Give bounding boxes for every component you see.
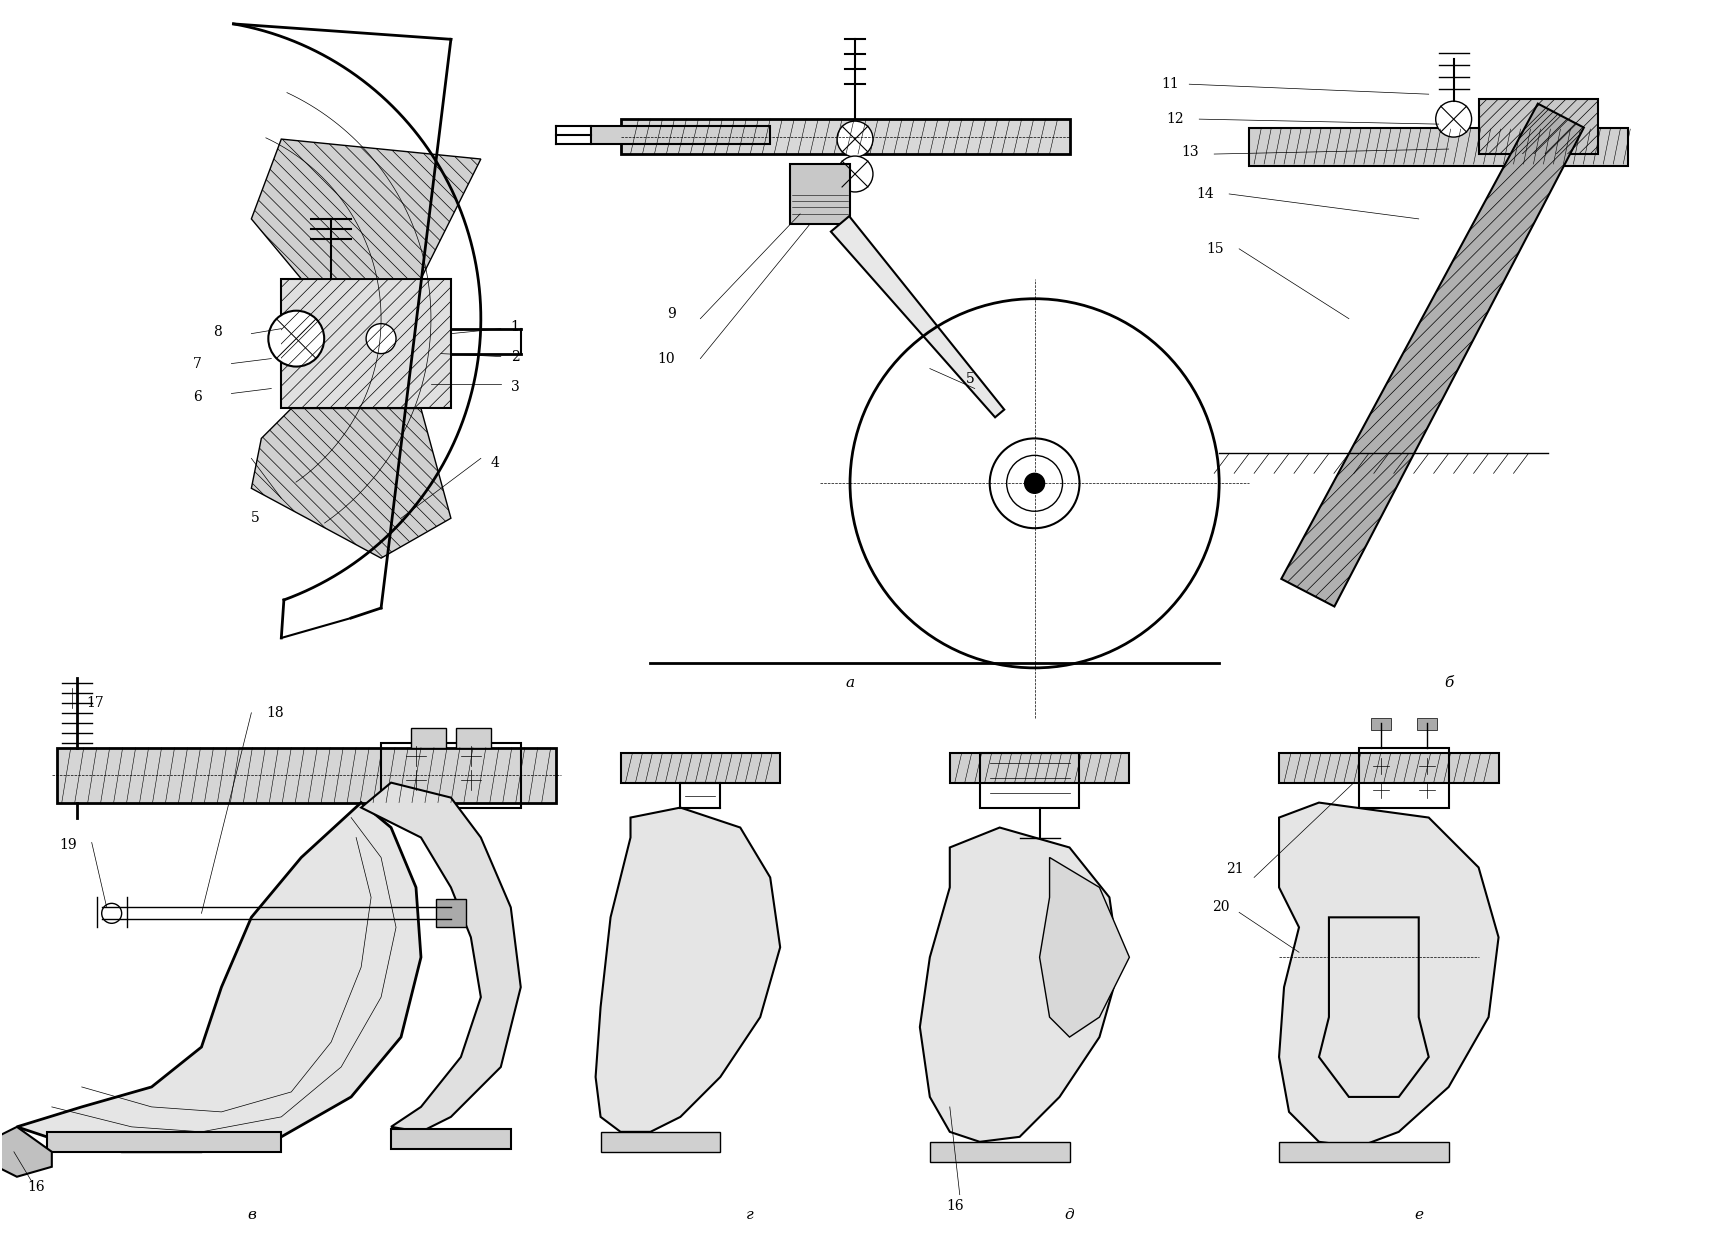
Polygon shape bbox=[601, 1132, 719, 1151]
Polygon shape bbox=[930, 1141, 1069, 1161]
Polygon shape bbox=[46, 1132, 281, 1151]
Bar bbox=[790, 163, 850, 224]
Text: 21: 21 bbox=[1227, 863, 1244, 877]
Text: 1: 1 bbox=[510, 319, 519, 334]
Text: 7: 7 bbox=[192, 357, 202, 370]
Bar bbox=[411, 728, 445, 748]
Text: 13: 13 bbox=[1182, 145, 1199, 158]
Text: г: г bbox=[747, 1207, 754, 1222]
Circle shape bbox=[269, 311, 324, 366]
Circle shape bbox=[1435, 102, 1471, 137]
Polygon shape bbox=[361, 782, 521, 1132]
Polygon shape bbox=[1281, 104, 1585, 607]
Circle shape bbox=[838, 156, 874, 192]
Text: б: б bbox=[1444, 676, 1453, 690]
Text: 5: 5 bbox=[252, 511, 260, 525]
Text: 2: 2 bbox=[510, 349, 519, 364]
Text: 10: 10 bbox=[658, 352, 675, 365]
Polygon shape bbox=[252, 409, 451, 558]
Bar bbox=[980, 753, 1079, 807]
Polygon shape bbox=[831, 217, 1004, 417]
Text: 17: 17 bbox=[87, 696, 104, 709]
Circle shape bbox=[367, 323, 396, 354]
Bar bbox=[380, 743, 521, 807]
Bar bbox=[1370, 718, 1391, 729]
Bar bbox=[949, 753, 1129, 782]
Bar bbox=[591, 126, 771, 144]
Text: 18: 18 bbox=[266, 706, 284, 719]
Polygon shape bbox=[252, 139, 481, 279]
Polygon shape bbox=[281, 279, 451, 409]
Bar bbox=[1280, 753, 1499, 782]
Polygon shape bbox=[596, 807, 779, 1132]
Text: д: д bbox=[1065, 1207, 1074, 1222]
Bar bbox=[1358, 748, 1449, 807]
Text: 4: 4 bbox=[492, 457, 500, 470]
Text: е: е bbox=[1415, 1207, 1424, 1222]
Polygon shape bbox=[17, 802, 421, 1151]
Polygon shape bbox=[1280, 802, 1499, 1146]
Text: в: в bbox=[247, 1207, 255, 1222]
Text: 5: 5 bbox=[966, 371, 975, 385]
Bar bbox=[1249, 128, 1629, 166]
Circle shape bbox=[1024, 473, 1045, 493]
Text: 9: 9 bbox=[666, 307, 675, 321]
Bar bbox=[456, 728, 492, 748]
Bar bbox=[620, 753, 779, 782]
Polygon shape bbox=[391, 1129, 510, 1149]
Polygon shape bbox=[920, 827, 1119, 1141]
Circle shape bbox=[101, 904, 122, 924]
Bar bbox=[1417, 718, 1437, 729]
Polygon shape bbox=[1040, 858, 1129, 1037]
Text: 20: 20 bbox=[1211, 900, 1230, 915]
Text: 16: 16 bbox=[946, 1198, 964, 1213]
Bar bbox=[620, 119, 1069, 154]
Polygon shape bbox=[1280, 1141, 1449, 1161]
Bar bbox=[57, 748, 555, 802]
Bar bbox=[1478, 99, 1598, 154]
Circle shape bbox=[838, 121, 874, 157]
Text: 11: 11 bbox=[1161, 77, 1179, 92]
Text: 15: 15 bbox=[1206, 241, 1225, 256]
Text: 6: 6 bbox=[194, 390, 202, 404]
Text: 19: 19 bbox=[60, 838, 77, 853]
Text: 16: 16 bbox=[27, 1180, 45, 1193]
Text: 8: 8 bbox=[212, 324, 221, 339]
Polygon shape bbox=[0, 1127, 51, 1177]
Text: 3: 3 bbox=[510, 380, 519, 394]
Bar bbox=[435, 899, 466, 927]
Text: а: а bbox=[846, 676, 855, 690]
Text: 12: 12 bbox=[1167, 113, 1184, 126]
Text: 14: 14 bbox=[1196, 187, 1215, 201]
